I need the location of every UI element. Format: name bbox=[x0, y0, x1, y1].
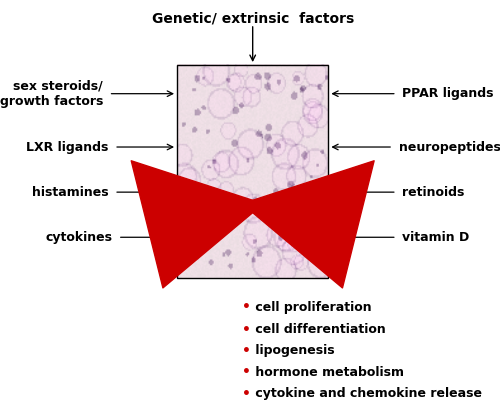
Text: hormone metabolism: hormone metabolism bbox=[251, 366, 404, 379]
Text: cell differentiation: cell differentiation bbox=[251, 323, 386, 336]
Text: PPAR ligands: PPAR ligands bbox=[402, 87, 494, 100]
Text: Genetic/ extrinsic  factors: Genetic/ extrinsic factors bbox=[152, 12, 354, 26]
Text: histamines: histamines bbox=[32, 185, 108, 199]
Text: retinoids: retinoids bbox=[402, 185, 464, 199]
Text: neuropeptides: neuropeptides bbox=[398, 140, 500, 154]
Bar bbox=[177, 65, 328, 278]
Text: •: • bbox=[242, 323, 251, 337]
Text: •: • bbox=[242, 344, 251, 358]
Text: •: • bbox=[242, 365, 251, 379]
Text: LXR ligands: LXR ligands bbox=[26, 140, 108, 154]
Text: •: • bbox=[242, 387, 251, 401]
Text: cytokines: cytokines bbox=[46, 231, 112, 244]
Text: •: • bbox=[242, 300, 251, 314]
Text: cytokine and chemokine release: cytokine and chemokine release bbox=[251, 387, 482, 400]
FancyArrowPatch shape bbox=[242, 161, 374, 288]
Text: vitamin D: vitamin D bbox=[402, 231, 469, 244]
FancyArrowPatch shape bbox=[131, 161, 264, 288]
Text: sex steroids/
growth factors: sex steroids/ growth factors bbox=[0, 80, 103, 108]
Text: lipogenesis: lipogenesis bbox=[251, 344, 334, 357]
Text: cell proliferation: cell proliferation bbox=[251, 301, 372, 313]
